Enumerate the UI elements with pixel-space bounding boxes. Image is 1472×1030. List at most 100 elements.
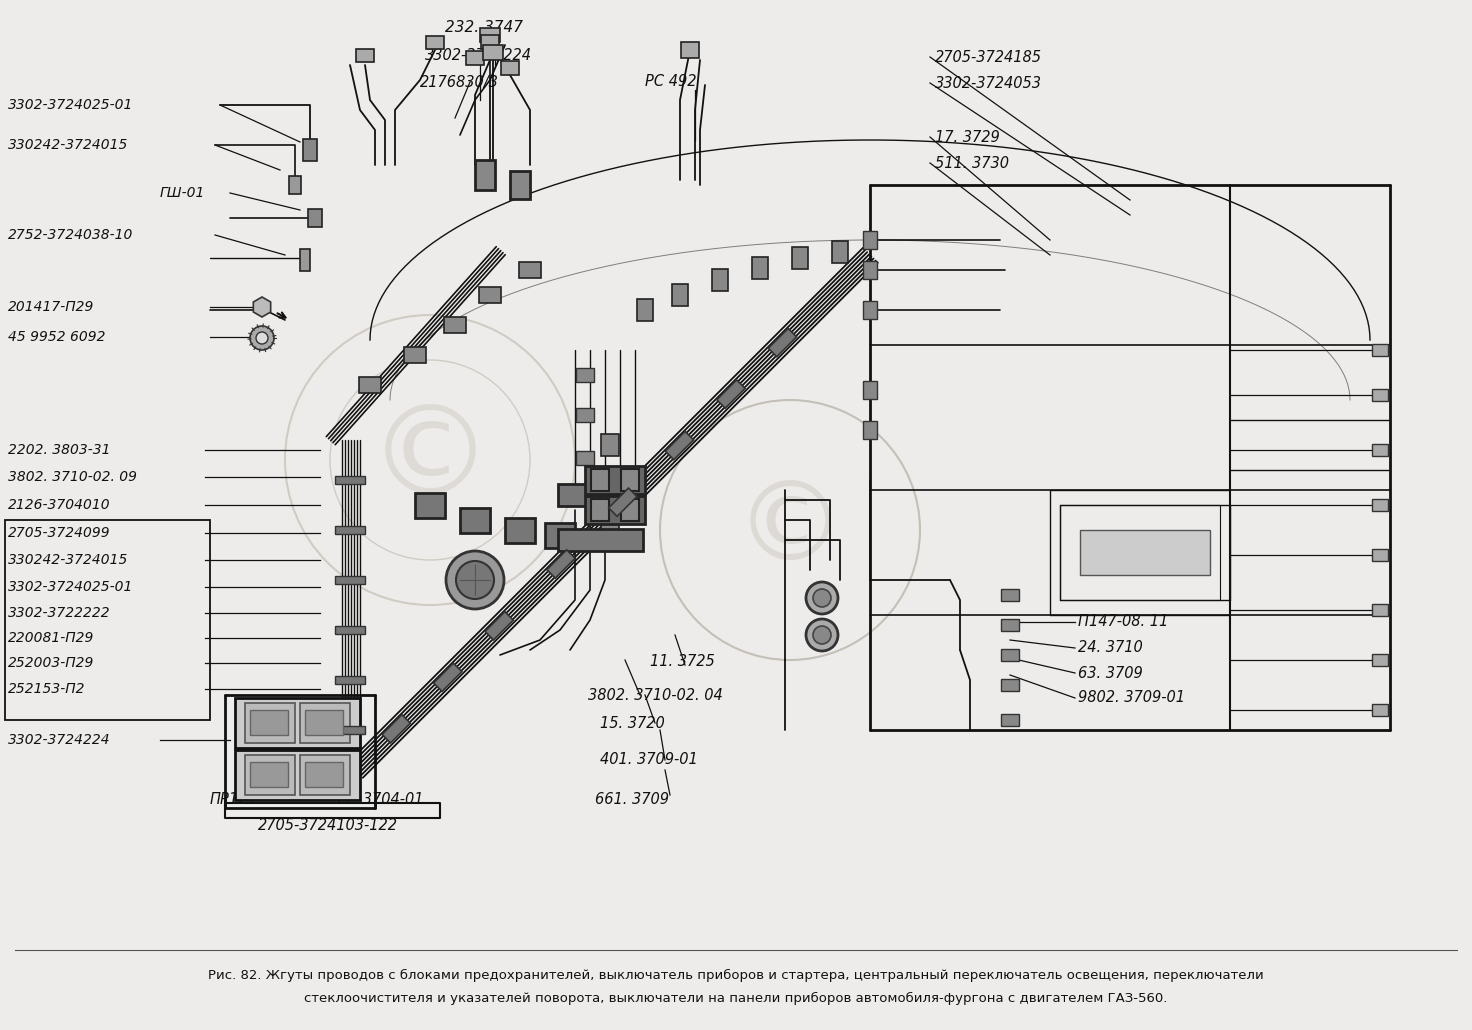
Bar [1001,714,1019,726]
Bar [459,508,490,533]
Text: 2705-3724099: 2705-3724099 [7,526,110,540]
Text: 63. 3709: 63. 3709 [1078,665,1142,681]
Ellipse shape [446,551,503,609]
Ellipse shape [456,561,495,599]
Text: 2126-3704010: 2126-3704010 [7,497,110,512]
Text: 11. 3704-01: 11. 3704-01 [336,792,424,808]
Bar [336,476,365,484]
Bar [467,52,484,65]
Text: 252153-П2: 252153-П2 [7,682,85,696]
Bar [863,301,877,319]
Circle shape [807,582,838,614]
Bar [682,42,699,58]
Bar [590,469,609,491]
Text: 330242-3724015: 330242-3724015 [7,138,128,152]
Bar [236,750,361,800]
Text: 401. 3709-01: 401. 3709-01 [601,753,698,767]
Bar [1372,389,1388,401]
Bar [752,258,768,279]
Text: 3302-3724025-01: 3302-3724025-01 [7,98,134,112]
Bar [425,35,445,48]
Bar [548,550,576,578]
Text: Рис. 82. Жгуты проводов с блоками предохранителей, выключатель приборов и старте: Рис. 82. Жгуты проводов с блоками предох… [208,968,1264,982]
Text: 2202. 3803-31: 2202. 3803-31 [7,443,110,457]
Bar [1001,649,1019,661]
Bar [505,517,534,543]
Bar [486,612,514,640]
Bar [383,715,411,743]
Circle shape [813,589,832,607]
Bar [558,484,642,506]
Bar [308,209,322,227]
Bar [520,262,542,278]
Bar [481,35,499,49]
Text: П147-08. 11: П147-08. 11 [1078,615,1169,629]
Bar [250,710,289,735]
Text: 201417-П29: 201417-П29 [7,300,94,314]
Bar [584,466,645,494]
Bar [1372,703,1388,716]
Bar [336,576,365,584]
Text: 15. 3720: 15. 3720 [601,717,665,731]
Bar [717,380,745,408]
Bar [1372,604,1388,616]
Bar [480,28,500,42]
Text: 232. 3747: 232. 3747 [445,21,523,35]
Circle shape [250,327,274,350]
Bar [863,381,877,399]
Text: 661. 3709: 661. 3709 [595,792,668,808]
Bar [300,703,350,743]
Bar [673,284,687,306]
Bar [403,347,425,363]
Circle shape [807,619,838,651]
Bar [244,703,294,743]
Bar [712,269,729,291]
Bar [601,479,620,501]
Bar [356,48,374,62]
Bar [1080,530,1210,575]
Bar [601,434,620,456]
Bar [415,492,445,517]
Text: 2705-3724185: 2705-3724185 [935,49,1042,65]
Bar [475,160,495,190]
Bar [621,499,639,521]
Bar [608,488,637,516]
Bar [434,663,462,691]
Bar [336,626,365,634]
Text: 3302-3724053: 3302-3724053 [935,75,1042,91]
Bar [665,432,693,459]
Bar [359,377,381,393]
Bar [336,676,365,684]
Bar [1372,549,1388,561]
Bar [1001,589,1019,600]
Bar [601,524,620,546]
Bar [584,496,645,524]
Circle shape [256,332,268,344]
Bar [1372,499,1388,511]
Text: ©: © [368,400,493,520]
Bar [545,522,576,548]
Bar [576,451,595,465]
Bar [1001,619,1019,631]
Bar [250,762,289,787]
Text: 3302-3722222: 3302-3722222 [7,606,110,620]
Bar [1372,344,1388,356]
Bar [300,249,311,271]
Bar [832,241,848,263]
Bar [336,726,365,734]
Text: 11. 3725: 11. 3725 [651,654,715,670]
Bar [289,176,300,194]
Text: 45 9952 6092: 45 9952 6092 [7,330,106,344]
Text: 511. 3730: 511. 3730 [935,156,1008,171]
Text: 2752-3724038-10: 2752-3724038-10 [7,228,134,242]
Text: 3302-3724224: 3302-3724224 [7,733,110,747]
Bar [445,317,467,333]
Text: ПР121: ПР121 [210,792,258,808]
Bar [305,710,343,735]
Text: ГШ-01: ГШ-01 [160,186,206,200]
Text: ©: © [735,477,845,584]
Bar [863,261,877,279]
Bar [483,44,503,60]
Bar [576,408,595,422]
Circle shape [813,626,832,644]
